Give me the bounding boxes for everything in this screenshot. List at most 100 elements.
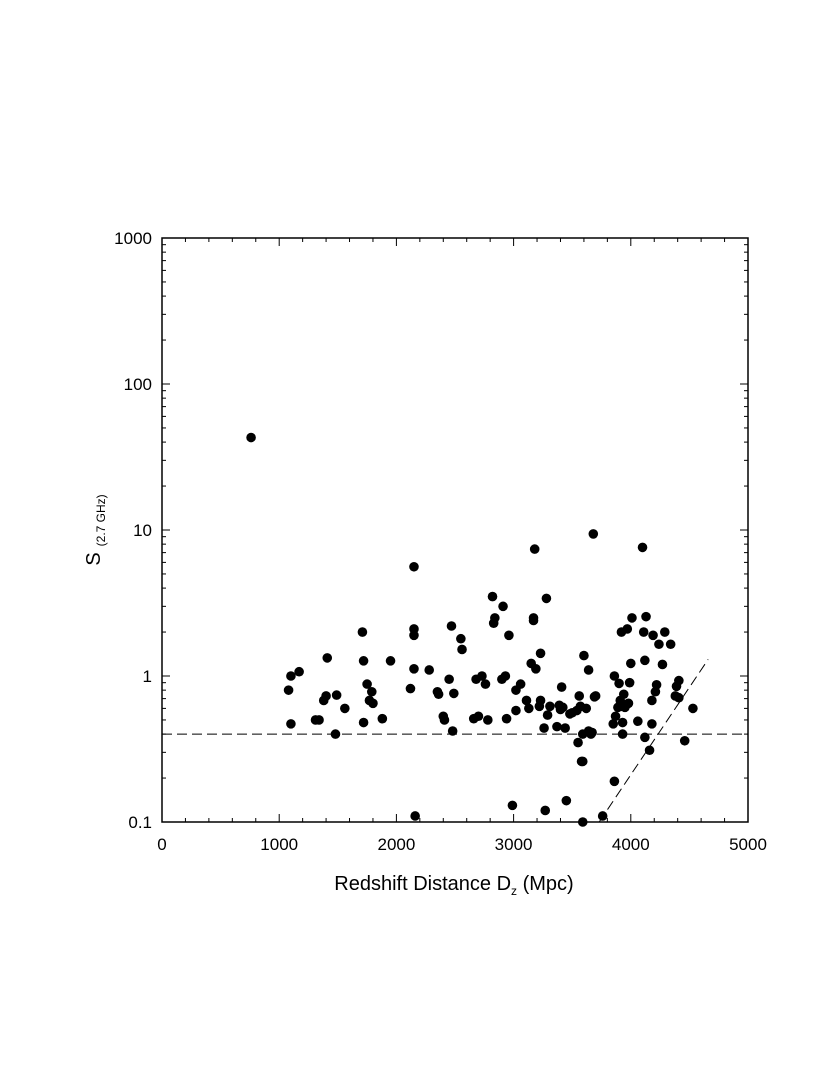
data-point (490, 613, 500, 623)
data-point (622, 624, 633, 634)
data-point (331, 690, 342, 700)
data-point (433, 689, 444, 700)
data-point (498, 601, 508, 612)
data-point (409, 630, 419, 641)
data-point (627, 613, 637, 623)
data-point (377, 713, 388, 724)
data-point (507, 800, 518, 811)
y-tick-label: 10 (133, 521, 152, 540)
data-point (286, 719, 296, 729)
y-axis-title: S(2.7 GHz) (83, 494, 108, 565)
y-axis-title-subscript: (2.7 GHz) (94, 494, 108, 546)
x-axis-title: Redshift Distance Dz (Mpc) (334, 873, 573, 898)
data-point (362, 679, 372, 689)
data-point (560, 723, 570, 733)
data-point (409, 664, 419, 674)
data-point (558, 702, 568, 713)
data-point (449, 688, 459, 699)
data-point (614, 678, 624, 689)
data-point (640, 732, 650, 743)
data-point (626, 658, 636, 669)
data-point (574, 691, 585, 701)
data-point (610, 711, 621, 722)
data-point (588, 529, 599, 539)
data-point (368, 698, 378, 709)
data-point (545, 701, 555, 712)
x-tick-label: 5000 (729, 835, 767, 854)
data-point (446, 621, 457, 631)
data-point (577, 817, 588, 827)
data-point (511, 705, 521, 716)
data-point (330, 729, 341, 739)
x-tick-label: 0 (157, 835, 166, 854)
data-point (590, 691, 601, 701)
data-point (609, 776, 620, 787)
data-point (357, 627, 368, 637)
y-axis: 0.1 1 10 100 1000 (114, 229, 748, 832)
data-point (659, 627, 670, 637)
data-point (665, 639, 676, 650)
data-point (640, 655, 650, 666)
x-tick-label: 2000 (377, 835, 415, 854)
data-point (556, 682, 567, 692)
data-point (483, 715, 493, 725)
data-point (314, 715, 324, 725)
data-point (618, 689, 629, 700)
data-point (473, 711, 484, 722)
data-point (638, 627, 649, 637)
data-point (587, 727, 597, 738)
data-point (340, 703, 350, 714)
data-point (456, 633, 466, 644)
data-point (633, 716, 643, 727)
data-point (542, 710, 553, 720)
data-point (624, 677, 635, 688)
data-point (515, 679, 526, 689)
data-point (286, 671, 296, 681)
data-point (385, 656, 396, 666)
data-point (501, 713, 512, 724)
data-point (654, 639, 664, 650)
data-point (641, 611, 651, 622)
data-point (321, 691, 331, 701)
data-point (521, 695, 532, 706)
reference-line-distance-cutoff (598, 659, 709, 823)
x-tick-label: 3000 (495, 835, 533, 854)
data-point (529, 544, 540, 554)
data-point (477, 671, 487, 681)
data-point (405, 683, 416, 694)
data-point (577, 756, 588, 767)
data-point (583, 665, 594, 675)
data-point (674, 675, 684, 686)
data-point (535, 695, 546, 706)
data-point (500, 671, 511, 681)
data-point (540, 805, 551, 816)
data-point (447, 726, 458, 736)
data-point (528, 615, 539, 626)
data-point (648, 630, 658, 641)
y-tick-label: 100 (124, 375, 152, 394)
data-point (688, 703, 698, 714)
data-point (504, 630, 514, 641)
data-point (457, 644, 467, 655)
data-point (409, 561, 419, 572)
y-tick-label: 1 (143, 667, 152, 686)
data-point (424, 665, 435, 675)
data-point (617, 717, 628, 728)
data-point (573, 737, 583, 748)
data-point (637, 542, 648, 553)
data-point (444, 674, 454, 685)
data-point (651, 680, 662, 690)
y-tick-label: 0.1 (128, 813, 152, 832)
data-point (644, 745, 655, 756)
x-tick-label: 4000 (612, 835, 650, 854)
x-axis-title-unit: (Mpc) (517, 873, 574, 895)
data-point (647, 695, 657, 706)
data-point (541, 593, 552, 604)
data-point (679, 735, 690, 746)
y-tick-label: 1000 (114, 229, 152, 248)
data-point (674, 692, 684, 703)
data-point (358, 717, 369, 728)
data-point (366, 686, 377, 697)
data-points (246, 432, 698, 827)
